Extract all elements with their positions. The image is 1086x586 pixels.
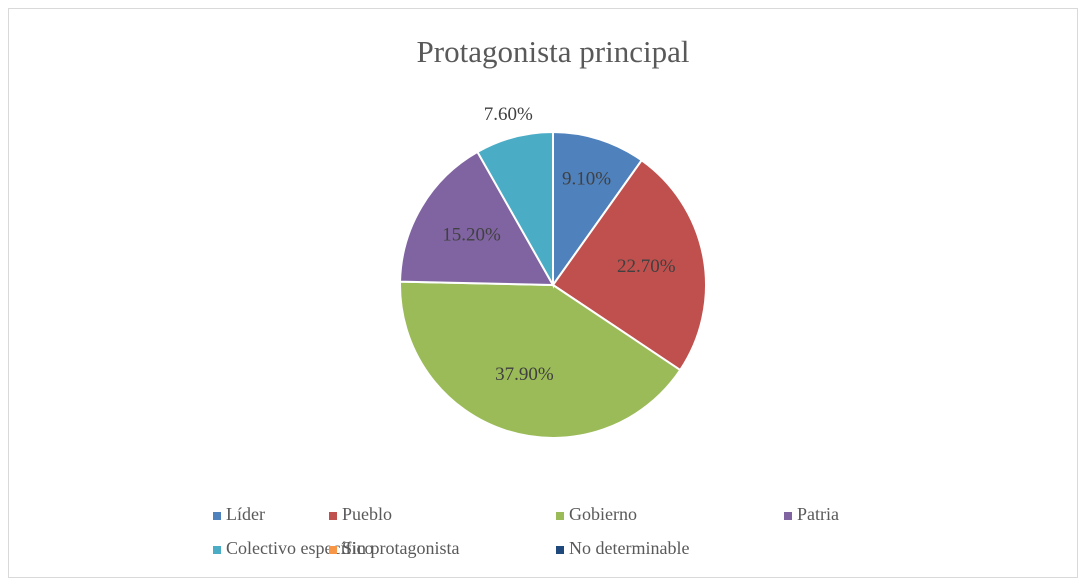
legend-marker (329, 512, 337, 520)
legend-marker (556, 512, 564, 520)
legend-marker (213, 512, 221, 520)
chart-title: Protagonista principal (417, 34, 690, 69)
data-label: 37.90% (495, 364, 554, 385)
pie-slice (551, 158, 707, 372)
legend-marker (556, 546, 564, 554)
data-label: 22.70% (617, 256, 676, 277)
pie-slice (399, 150, 555, 287)
legend-label: Sin protagonista (342, 538, 460, 558)
data-label: 15.20% (442, 225, 501, 246)
legend-marker (784, 512, 792, 520)
legend-label: Líder (226, 504, 265, 524)
pie-slice (399, 280, 682, 439)
legend-label: Gobierno (569, 504, 637, 524)
legend-marker (213, 546, 221, 554)
legend-marker (329, 546, 337, 554)
legend-label: Patria (797, 504, 839, 524)
legend-label: Pueblo (342, 504, 392, 524)
data-label: 9.10% (562, 168, 611, 189)
data-label: 7.60% (484, 104, 533, 125)
pie-slice (552, 130, 644, 289)
legend-label: No determinable (569, 538, 689, 558)
